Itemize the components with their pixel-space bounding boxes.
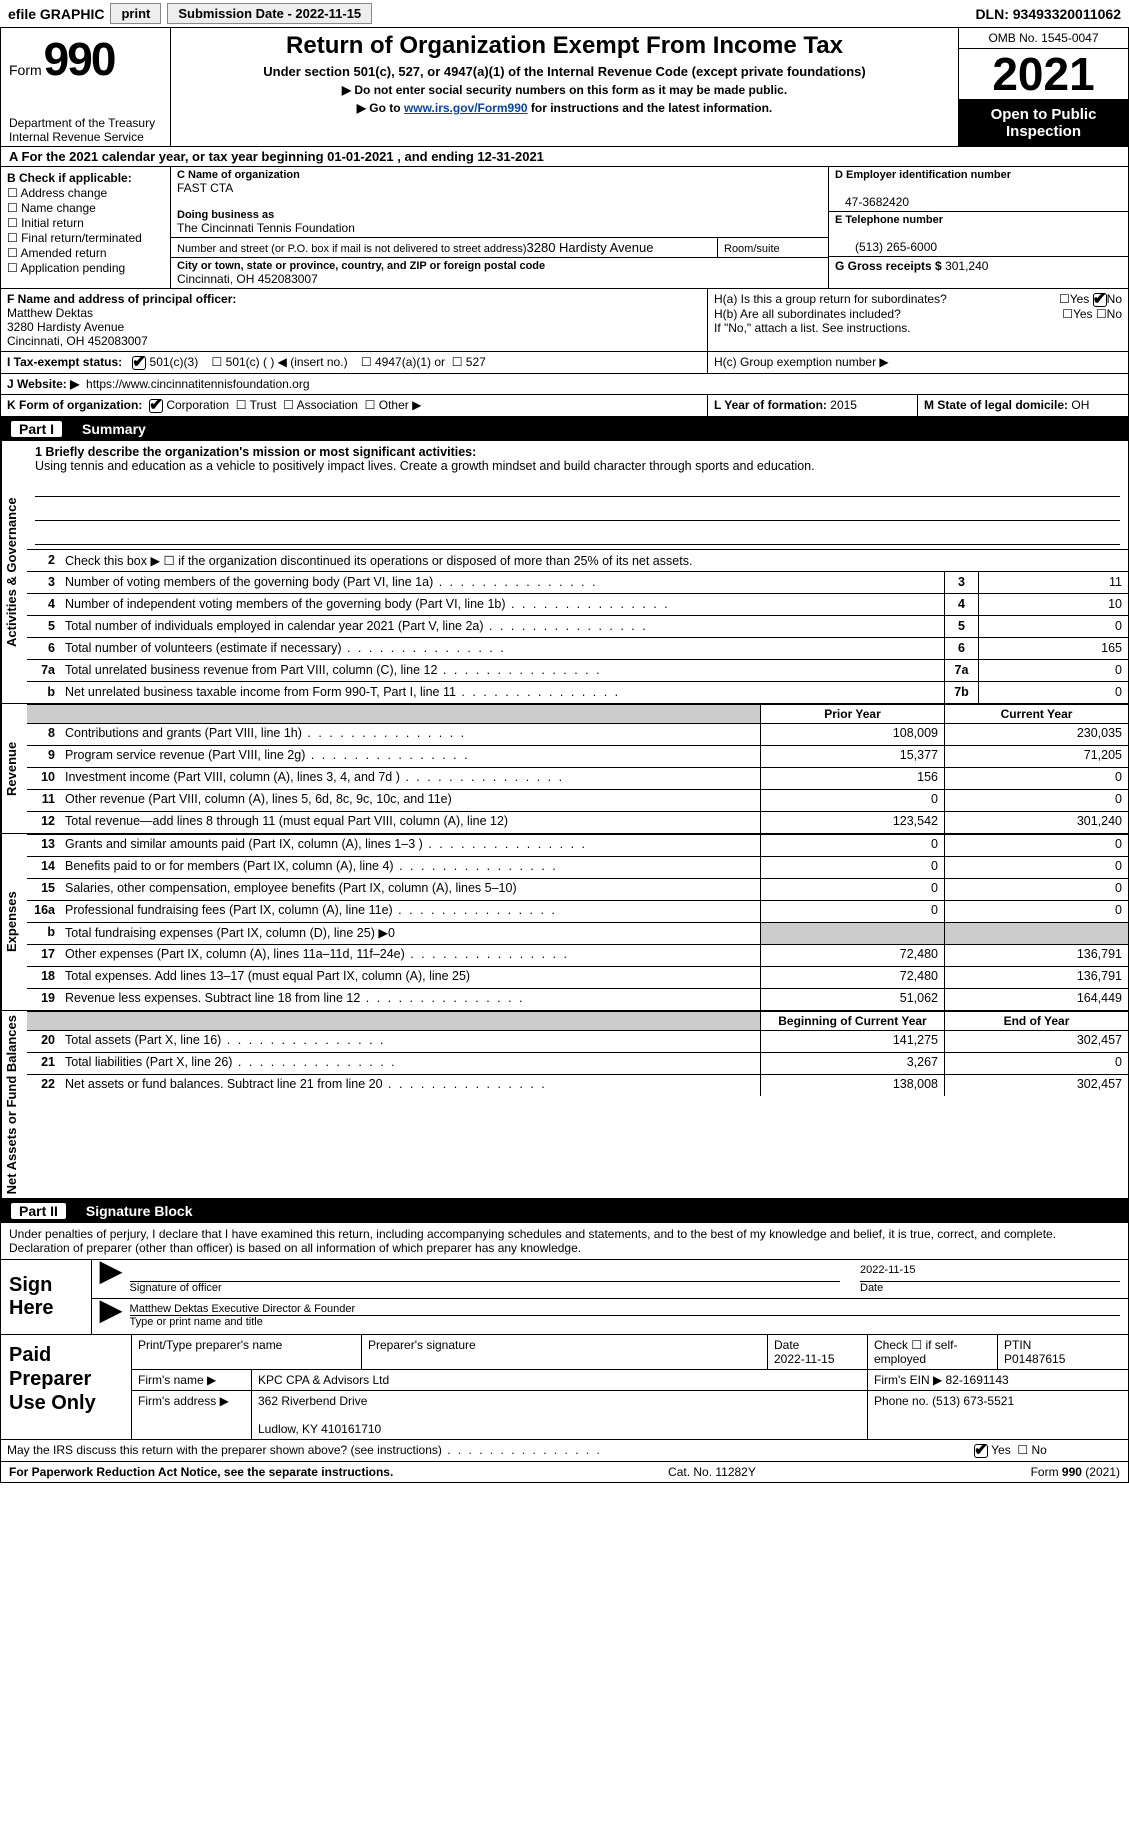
cb-initial-return[interactable]: ☐ Initial return — [7, 216, 164, 230]
dln: DLN: 93493320011062 — [975, 6, 1121, 22]
vlabel-net-assets: Net Assets or Fund Balances — [1, 1011, 27, 1198]
ein-cell: D Employer identification number 47-3682… — [829, 167, 1128, 212]
line-21: 21Total liabilities (Part X, line 26)3,2… — [27, 1052, 1128, 1074]
line-17: 17Other expenses (Part IX, column (A), l… — [27, 944, 1128, 966]
prep-row-3: Firm's address ▶ 362 Riverbend DriveLudl… — [132, 1391, 1128, 1439]
line-22: 22Net assets or fund balances. Subtract … — [27, 1074, 1128, 1096]
line-14: 14Benefits paid to or for members (Part … — [27, 856, 1128, 878]
begin-end-header: Beginning of Current YearEnd of Year — [27, 1011, 1128, 1030]
cat-number: Cat. No. 11282Y — [393, 1465, 1030, 1479]
tax-year: 2021 — [959, 49, 1128, 100]
net-assets-section: Net Assets or Fund Balances Beginning of… — [0, 1011, 1129, 1199]
line-16b: bTotal fundraising expenses (Part IX, co… — [27, 922, 1128, 944]
signature-declaration: Under penalties of perjury, I declare th… — [0, 1223, 1129, 1260]
line-12: 12Total revenue—add lines 8 through 11 (… — [27, 811, 1128, 833]
line-7b: bNet unrelated business taxable income f… — [27, 681, 1128, 703]
line-19: 19Revenue less expenses. Subtract line 1… — [27, 988, 1128, 1010]
form-title: Return of Organization Exempt From Incom… — [179, 32, 950, 60]
prior-current-header: Prior YearCurrent Year — [27, 704, 1128, 723]
principal-officer: F Name and address of principal officer:… — [1, 289, 708, 351]
line-10: 10Investment income (Part VIII, column (… — [27, 767, 1128, 789]
expenses-section: Expenses 13Grants and similar amounts pa… — [0, 834, 1129, 1011]
org-name-cell: C Name of organization FAST CTA Doing bu… — [171, 167, 828, 238]
sign-here-label: Sign Here — [1, 1260, 91, 1334]
instruction-2: ▶ Go to www.irs.gov/Form990 for instruct… — [179, 101, 950, 115]
part-2-header: Part II Signature Block — [0, 1199, 1129, 1223]
gross-receipts-cell: G Gross receipts $ 301,240 — [829, 257, 1128, 288]
line-6: 6Total number of volunteers (estimate if… — [27, 637, 1128, 659]
prep-row-2: Firm's name ▶ KPC CPA & Advisors Ltd Fir… — [132, 1370, 1128, 1391]
cb-corporation[interactable] — [149, 399, 163, 413]
mission-block: 1 Briefly describe the organization's mi… — [27, 441, 1128, 549]
part-1-header: Part I Summary — [0, 417, 1129, 441]
paid-preparer-block: Paid Preparer Use Only Print/Type prepar… — [0, 1335, 1129, 1440]
telephone-cell: E Telephone number (513) 265-6000 — [829, 212, 1128, 257]
vlabel-expenses: Expenses — [1, 834, 27, 1010]
line-3: 3Number of voting members of the governi… — [27, 571, 1128, 593]
instruction-1: ▶ Do not enter social security numbers o… — [179, 83, 950, 97]
cb-amended[interactable]: ☐ Amended return — [7, 246, 164, 260]
cb-address-change[interactable]: ☐ Address change — [7, 186, 164, 200]
form-subtitle: Under section 501(c), 527, or 4947(a)(1)… — [179, 64, 950, 79]
line-4: 4Number of independent voting members of… — [27, 593, 1128, 615]
paperwork-notice: For Paperwork Reduction Act Notice, see … — [9, 1465, 393, 1479]
arrow-icon: ▶ — [100, 1264, 122, 1294]
cb-final-return[interactable]: ☐ Final return/terminated — [7, 231, 164, 245]
street-cell: Number and street (or P.O. box if mail i… — [171, 238, 828, 258]
page-footer: For Paperwork Reduction Act Notice, see … — [0, 1462, 1129, 1483]
cb-application-pending[interactable]: ☐ Application pending — [7, 261, 164, 275]
irs-link[interactable]: www.irs.gov/Form990 — [404, 101, 528, 115]
line-20: 20Total assets (Part X, line 16)141,2753… — [27, 1030, 1128, 1052]
open-to-public: Open to Public Inspection — [959, 100, 1128, 146]
print-button[interactable]: print — [110, 3, 161, 24]
line-18: 18Total expenses. Add lines 13–17 (must … — [27, 966, 1128, 988]
efile-label: efile GRAPHIC — [8, 6, 104, 22]
column-c-org-info: C Name of organization FAST CTA Doing bu… — [171, 167, 828, 288]
row-k-form-org: K Form of organization: Corporation ☐ Tr… — [0, 395, 1129, 417]
cb-irs-yes[interactable] — [974, 1444, 988, 1458]
hc-group-exemption: H(c) Group exemption number ▶ — [708, 352, 1128, 373]
line-2: 2Check this box ▶ ☐ if the organization … — [27, 549, 1128, 571]
line-5: 5Total number of individuals employed in… — [27, 615, 1128, 637]
top-bar: efile GRAPHIC print Submission Date - 20… — [0, 0, 1129, 28]
line-15: 15Salaries, other compensation, employee… — [27, 878, 1128, 900]
cb-501c3[interactable] — [132, 356, 146, 370]
row-j-website: J Website: ▶ https://www.cincinnatitenni… — [0, 374, 1129, 395]
vlabel-revenue: Revenue — [1, 704, 27, 833]
group-return-h: H(a) Is this a group return for subordin… — [708, 289, 1128, 351]
header-middle: Return of Organization Exempt From Incom… — [171, 28, 958, 146]
block-b-c-d: B Check if applicable: ☐ Address change … — [0, 167, 1129, 289]
may-irs-discuss: May the IRS discuss this return with the… — [0, 1440, 1129, 1462]
cb-name-change[interactable]: ☐ Name change — [7, 201, 164, 215]
omb-number: OMB No. 1545-0047 — [959, 28, 1128, 49]
line-16a: 16aProfessional fundraising fees (Part I… — [27, 900, 1128, 922]
row-f-h: F Name and address of principal officer:… — [0, 289, 1129, 352]
arrow-icon: ▶ — [100, 1303, 122, 1328]
header-right: OMB No. 1545-0047 2021 Open to Public In… — [958, 28, 1128, 146]
form-number: Form 990 — [9, 32, 162, 86]
row-i-tax-status: I Tax-exempt status: 501(c)(3) ☐ 501(c) … — [0, 352, 1129, 374]
form-header: Form 990 Department of the Treasury Inte… — [0, 28, 1129, 147]
signature-row: ▶ Signature of officer 2022-11-15Date — [92, 1260, 1128, 1299]
prep-row-1: Print/Type preparer's name Preparer's si… — [132, 1335, 1128, 1370]
activities-governance-section: Activities & Governance 1 Briefly descri… — [0, 441, 1129, 704]
city-cell: City or town, state or province, country… — [171, 258, 828, 288]
line-9: 9Program service revenue (Part VIII, lin… — [27, 745, 1128, 767]
column-d-ein: D Employer identification number 47-3682… — [828, 167, 1128, 288]
line-8: 8Contributions and grants (Part VIII, li… — [27, 723, 1128, 745]
line-7a: 7aTotal unrelated business revenue from … — [27, 659, 1128, 681]
row-a-calendar-year: A For the 2021 calendar year, or tax yea… — [0, 147, 1129, 167]
column-b-checkboxes: B Check if applicable: ☐ Address change … — [1, 167, 171, 288]
line-11: 11Other revenue (Part VIII, column (A), … — [27, 789, 1128, 811]
header-left: Form 990 Department of the Treasury Inte… — [1, 28, 171, 146]
vlabel-governance: Activities & Governance — [1, 441, 27, 703]
revenue-section: Revenue Prior YearCurrent Year 8Contribu… — [0, 704, 1129, 834]
department-label: Department of the Treasury Internal Reve… — [9, 116, 162, 144]
form-footer-label: Form 990 (2021) — [1031, 1465, 1120, 1479]
paid-preparer-label: Paid Preparer Use Only — [1, 1335, 131, 1439]
submission-date-button[interactable]: Submission Date - 2022-11-15 — [167, 3, 372, 24]
sign-here-block: Sign Here ▶ Signature of officer 2022-11… — [0, 1260, 1129, 1335]
name-title-row: ▶ Matthew Dektas Executive Director & Fo… — [92, 1299, 1128, 1332]
line-13: 13Grants and similar amounts paid (Part … — [27, 834, 1128, 856]
